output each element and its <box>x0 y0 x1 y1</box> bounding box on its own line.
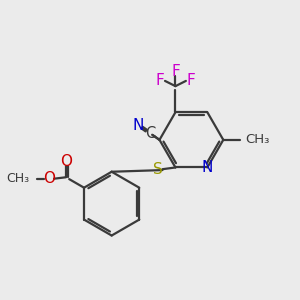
Text: C: C <box>145 126 155 141</box>
Text: F: F <box>156 74 165 88</box>
Text: F: F <box>171 64 180 79</box>
Text: O: O <box>43 171 55 186</box>
Text: CH₃: CH₃ <box>246 134 270 146</box>
Text: F: F <box>186 74 195 88</box>
Text: CH₃: CH₃ <box>7 172 30 185</box>
Text: S: S <box>153 162 162 177</box>
Text: N: N <box>202 160 213 175</box>
Text: N: N <box>133 118 144 133</box>
Text: O: O <box>60 154 72 169</box>
